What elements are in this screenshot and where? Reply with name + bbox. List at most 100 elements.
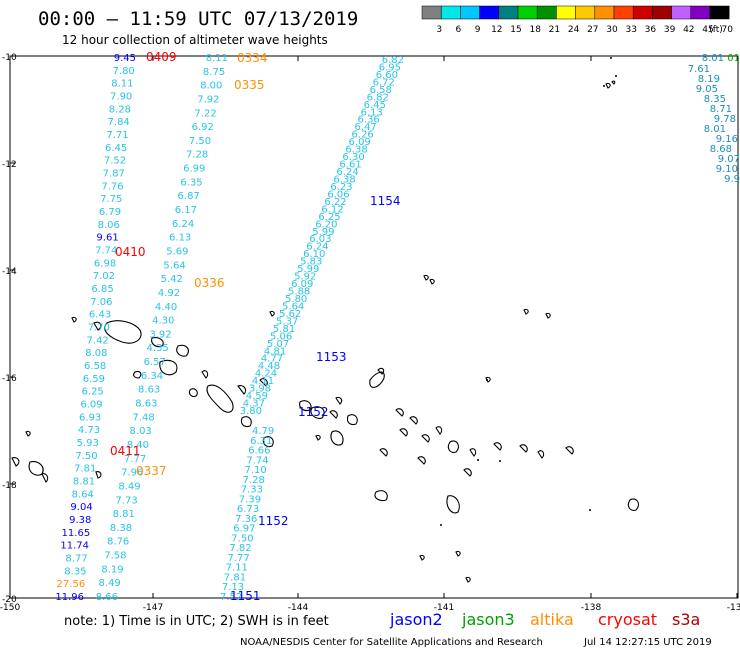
track-a-value: 8.81 <box>73 477 95 488</box>
island-outline <box>237 385 247 395</box>
track-a-value: 11.96 <box>55 592 84 603</box>
island-outline <box>493 442 502 451</box>
island-outline <box>395 408 404 417</box>
colorbar-swatch <box>575 5 596 20</box>
colorbar-swatch <box>709 5 730 20</box>
track-d-value: 5.06 <box>270 331 292 342</box>
track-a-value: 7.06 <box>90 297 112 308</box>
colorbar-label: 15 <box>510 25 521 35</box>
track-a-value: 7.87 <box>103 169 125 180</box>
track-d-value: 6.30 <box>342 152 364 163</box>
island-outline <box>71 316 77 323</box>
track-a-value: 6.45 <box>105 143 127 154</box>
track-e-value: 8.68 <box>710 144 732 155</box>
island-outline <box>446 495 460 514</box>
track-d-value: 6.24 <box>306 242 328 253</box>
track-c-value: 7.50 <box>231 533 253 544</box>
track-e-value: 8.01 <box>702 53 724 64</box>
island-outline <box>519 444 528 453</box>
track-e-value: 7.61 <box>688 64 710 75</box>
track-a-value: 7.81 <box>74 464 96 475</box>
track-b-value: 7.77 <box>124 454 146 465</box>
track-d-value: 5.62 <box>279 309 301 320</box>
track-a-value: 8.06 <box>98 220 120 231</box>
track-b-value: 6.34 <box>141 371 163 382</box>
track-a-value: 9.45 <box>114 53 136 64</box>
track-c-value: 7.28 <box>243 475 265 486</box>
track-a-value: 7.84 <box>108 117 130 128</box>
track-a-value: 8.28 <box>109 104 131 115</box>
track-c-value: 7.39 <box>239 494 261 505</box>
track-c-value: 6.66 <box>248 446 270 457</box>
track-e-value: 8.19 <box>698 74 720 85</box>
track-a-value: 8.35 <box>64 566 86 577</box>
track-d-value: 6.95 <box>379 63 401 74</box>
map-title: 00:00 – 11:59 UTC 07/13/2019 <box>38 8 358 30</box>
track-b-value: 8.66 <box>96 592 118 603</box>
island-outline <box>421 434 430 443</box>
track-c-value: 7.10 <box>245 465 267 476</box>
island-outline <box>176 344 189 357</box>
track-a-value: 7.50 <box>75 451 97 462</box>
track-b-value: 8.49 <box>99 578 121 589</box>
track-d-value: 3.80 <box>240 406 262 417</box>
track-a-value: 6.79 <box>99 207 121 218</box>
track-d-value: 3.98 <box>249 384 271 395</box>
track-a-value: 8.11 <box>111 79 133 90</box>
track-d-value: 5.07 <box>267 339 289 350</box>
track-d-value: 6.25 <box>318 212 340 223</box>
track-a-value: 9.38 <box>69 515 91 526</box>
island-outline <box>11 457 20 467</box>
pass-time-cryosat: 0411 <box>110 444 141 458</box>
track-b-value: 8.11 <box>206 53 228 64</box>
track-e-value: 9.10 <box>716 164 738 175</box>
island-outline <box>627 498 639 511</box>
track-a-value: 7.74 <box>95 246 117 257</box>
track-d-value: 6.82 <box>382 55 404 66</box>
track-b-value: 8.00 <box>200 81 222 92</box>
atoll-dot <box>603 85 605 87</box>
pass-time-jason2: 1151 <box>230 589 261 603</box>
track-d-value: 5.37 <box>276 316 298 327</box>
track-b-value: 7.28 <box>186 150 208 161</box>
track-c-value: 6.31 <box>250 436 272 447</box>
axis-ticks: -150 -147 -144 -141 -138 -135 -10 -12 -14 -16 -18 -… <box>0 53 740 613</box>
track-c-value: 6.97 <box>233 524 255 535</box>
track-d-value: 4.48 <box>258 361 280 372</box>
island-outline <box>565 446 574 455</box>
track-a-value: 7.90 <box>110 92 132 103</box>
track-d-value: 5.99 <box>312 227 334 238</box>
island-outline <box>151 337 164 348</box>
track-b-value: 8.38 <box>110 523 132 534</box>
colorbar-swatch <box>632 5 653 20</box>
track-d-value: 5.99 <box>297 264 319 275</box>
pass-time-altika: 0336 <box>194 276 225 290</box>
track-c-value: 7.82 <box>229 543 251 554</box>
colorbar-label: 30 <box>606 25 618 35</box>
island-outline <box>545 312 551 319</box>
colorbar-swatch <box>536 5 557 20</box>
colorbar-swatch <box>498 5 519 20</box>
track-b-value: 7.92 <box>197 95 219 106</box>
track-d-value: 6.72 <box>373 77 395 88</box>
colorbar-label: 12 <box>491 25 502 35</box>
track-b-value: 5.42 <box>161 274 183 285</box>
track-a-value: 7.42 <box>87 335 109 346</box>
island-outline <box>206 384 234 413</box>
track-a-value: 7.76 <box>101 181 123 192</box>
legend-jason2: jason2 <box>389 610 443 629</box>
track-a-value: 7.02 <box>93 271 115 282</box>
track-a-value: 6.85 <box>91 284 113 295</box>
island-outline <box>240 416 252 428</box>
island-outline <box>485 376 491 383</box>
track-e-value: 8.35 <box>704 94 726 105</box>
island-outline <box>455 550 461 557</box>
track-b-value: 8.63 <box>138 385 160 396</box>
track-d-value: 6.47 <box>355 122 377 133</box>
pass-time-jason2: 1153 <box>316 350 347 364</box>
colorbar-swatch <box>613 5 634 20</box>
track-a-value: 5.93 <box>77 438 99 449</box>
track-c-value: 7.52 <box>220 592 242 603</box>
island-outline <box>429 278 435 285</box>
